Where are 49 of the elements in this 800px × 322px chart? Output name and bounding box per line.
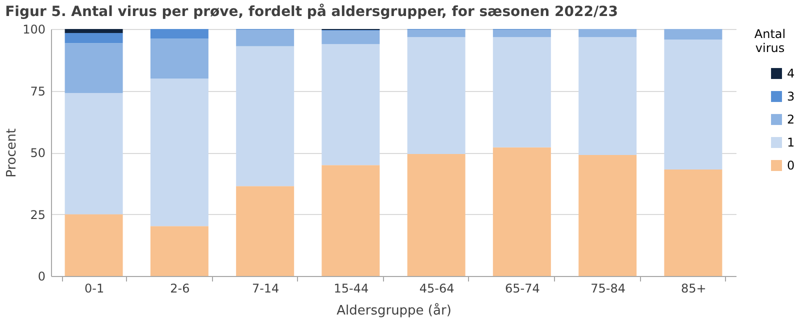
- bar: [664, 170, 722, 276]
- y-tick-label: 50: [30, 146, 46, 160]
- bar: [492, 30, 551, 38]
- bar: [150, 78, 208, 226]
- x-tick-label: 7-14: [252, 282, 280, 296]
- y-tick-label: 25: [30, 208, 46, 222]
- x-tick-label: 0-1: [84, 282, 104, 296]
- bar: [407, 37, 466, 154]
- bar: [150, 29, 208, 39]
- bar: [64, 29, 123, 33]
- x-tick-label: 2-6: [170, 282, 190, 296]
- y-tick-label: 0: [38, 270, 46, 284]
- bar: [578, 29, 637, 38]
- legend-label: 3: [787, 90, 795, 104]
- bar: [407, 30, 466, 38]
- bar: [322, 165, 380, 276]
- bar: [322, 44, 380, 166]
- bar: [64, 214, 123, 276]
- x-tick-label: 15-44: [334, 282, 369, 296]
- bar: [64, 43, 123, 93]
- x-axis-title: Aldersgruppe (år): [336, 302, 452, 318]
- x-tick-label: 85+: [681, 282, 706, 296]
- bar: [64, 32, 123, 44]
- legend-label: 4: [787, 66, 795, 80]
- x-tick-label: 75-84: [590, 282, 626, 296]
- bar: [236, 46, 294, 186]
- bar: [407, 154, 466, 276]
- bar: [664, 29, 722, 40]
- bar: [578, 37, 637, 155]
- legend-label: 1: [787, 136, 795, 150]
- bar: [664, 40, 722, 170]
- legend-title: Antal virus: [754, 27, 786, 55]
- legend-label: 2: [787, 112, 795, 126]
- bar: [236, 30, 294, 46]
- bar: [492, 37, 551, 148]
- y-tick-label: 100: [22, 22, 46, 36]
- bar: [236, 186, 294, 276]
- bar: [64, 92, 123, 214]
- x-tick-label: 45-64: [419, 282, 454, 296]
- y-tick-label: 75: [30, 84, 46, 98]
- bar: [150, 226, 208, 276]
- chart-title: Figur 5. Antal virus per prøve, fordelt på aldersgrupper, for sæsonen 2022/23: [5, 3, 618, 20]
- bar: [492, 147, 551, 276]
- bar: [578, 154, 637, 276]
- legend-label: 0: [787, 158, 795, 172]
- bar: [322, 30, 380, 44]
- y-axis-title: Procent: [4, 128, 20, 178]
- bar: [150, 38, 208, 79]
- x-tick-label: 65-74: [505, 282, 540, 296]
